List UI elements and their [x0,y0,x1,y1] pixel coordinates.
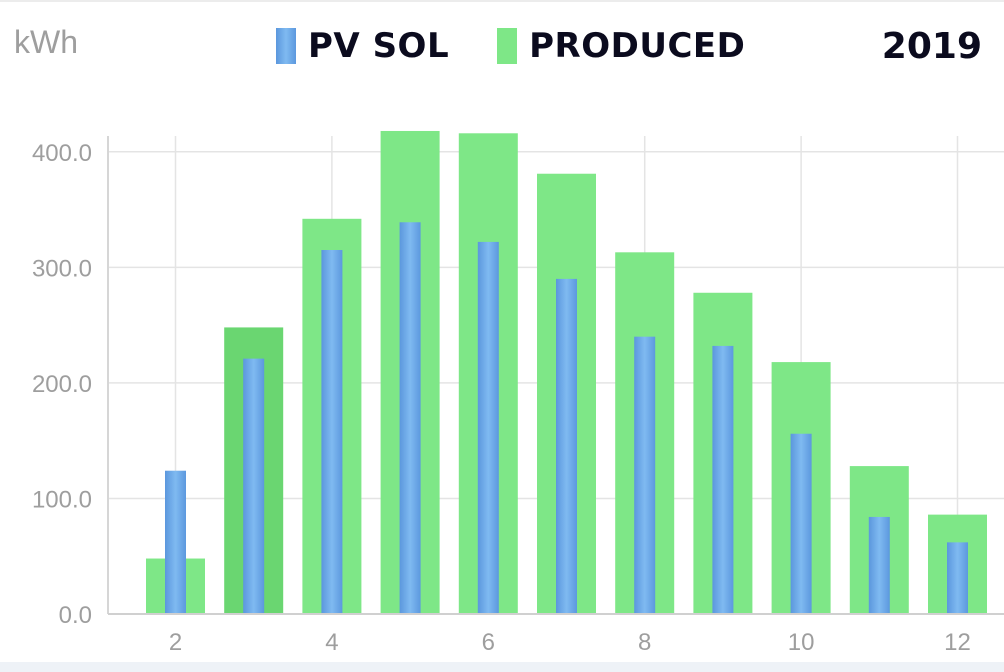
top-divider [0,0,1004,2]
pv-sol-bar [556,278,577,614]
x-tick-label: 10 [788,629,815,656]
y-unit-label: kWh [14,24,78,60]
y-tick-label: 100.0 [32,486,92,513]
y-tick-label: 400.0 [32,140,92,167]
legend-item-produced[interactable]: PRODUCED [497,26,745,66]
x-tick-label: 4 [325,629,338,656]
legend: PV SOL PRODUCED [276,26,793,66]
y-tick-label: 300.0 [32,255,92,282]
pv-sol-bar [868,516,890,614]
axes: 0.0 100.0 200.0 300.0 400.0 2 4 6 8 10 12 [32,136,1004,656]
bars [146,130,987,615]
pv-sol-bar [321,250,343,614]
pv-sol-bar [947,542,968,614]
pv-sol-bar [477,241,499,614]
year-label: 2019 [881,26,982,67]
pv-sol-bar [399,222,421,614]
x-tick-label: 6 [482,629,495,656]
legend-label-pv-sol: PV SOL [308,26,450,66]
legend-label-produced: PRODUCED [529,26,746,66]
legend-swatch-pv-sol [276,28,296,64]
x-tick-label: 8 [638,629,651,656]
y-tick-label: 0.0 [59,602,92,629]
pv-sol-bar [634,336,656,614]
legend-swatch-produced [497,28,518,64]
x-tick-label: 2 [169,629,182,656]
pv-sol-bar [243,358,265,614]
pv-sol-bar [165,470,186,614]
x-tick-label: 12 [944,629,971,656]
pv-sol-bar [790,433,812,614]
bottom-strip [0,662,1004,672]
legend-item-pv-sol[interactable]: PV SOL [276,26,449,66]
y-tick-label: 200.0 [32,371,92,398]
pv-sol-bar [712,345,734,614]
